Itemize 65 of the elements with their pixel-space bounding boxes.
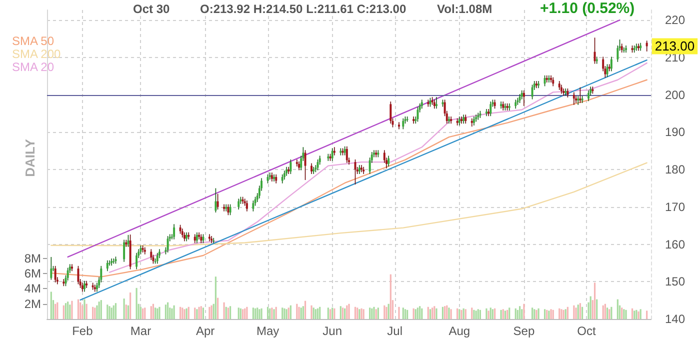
y2-tick-label: 4M (24, 282, 41, 296)
x-tick-label: Jul (387, 324, 402, 338)
candlestick (229, 204, 232, 216)
annotation: +1.10 (0.52%) (540, 0, 635, 17)
x-tick-label: May (256, 324, 280, 338)
text: SMA 200 (12, 47, 62, 61)
candlestick (390, 101, 392, 124)
annotation: Oct 30 (133, 2, 170, 16)
candlestick (212, 238, 215, 244)
candlestick (610, 56, 612, 72)
candlestick (594, 37, 596, 64)
candlestick (290, 159, 292, 174)
candlestick (196, 232, 198, 244)
candlestick (156, 252, 158, 264)
candlestick (531, 84, 534, 100)
y-tick-label: 160 (665, 237, 686, 252)
candlestick (572, 92, 575, 106)
y2-tick-label: 6M (24, 266, 41, 281)
y2-tick-label: 8M (24, 251, 41, 266)
candlestick (579, 86, 582, 104)
candlestick (346, 146, 348, 164)
candlestick (622, 46, 625, 53)
y-tick-label: 140 (665, 312, 686, 326)
x-tick-label: Oct (577, 324, 596, 338)
y2-tick-label: 2M (24, 296, 41, 311)
annotation: 213.00 (654, 38, 695, 54)
candlestick (166, 236, 169, 253)
candlestick (606, 64, 608, 78)
candlestick (214, 188, 217, 213)
y-tick-label: 200 (665, 88, 686, 102)
text: SMA 50 (12, 34, 54, 48)
y-tick-label: 180 (665, 162, 686, 177)
x-tick-label: Feb (72, 324, 94, 338)
x-tick-label: Jun (322, 324, 342, 338)
y-tick-label: 150 (665, 274, 686, 289)
candlestick (216, 193, 219, 210)
candlestick (331, 148, 334, 162)
annotation: O:213.92 H:214.50 L:211.61 C:213.00 (200, 2, 406, 16)
candlestick (238, 198, 240, 210)
x-tick-label: Aug (448, 324, 470, 338)
x-tick-label: Sep (513, 324, 535, 338)
y-tick-label: 190 (665, 125, 686, 140)
text: SMA 20 (12, 60, 54, 74)
x-tick-label: Mar (130, 324, 152, 338)
candlestick (470, 118, 473, 127)
candlestick (402, 118, 404, 130)
x-tick-label: Apr (196, 324, 215, 338)
annotation: Vol:1.08M (437, 2, 492, 16)
candlestick (304, 150, 306, 180)
candlestick (490, 101, 492, 117)
candlestick (544, 74, 546, 87)
candlestick (388, 155, 390, 167)
candlestick (588, 90, 590, 102)
y-tick-label: 170 (665, 200, 686, 214)
candlestick (310, 162, 312, 174)
y-tick-label: 220 (665, 13, 686, 28)
candlestick (150, 248, 152, 260)
candlestick (577, 96, 580, 106)
candlestick (227, 204, 230, 216)
candlestick (252, 200, 254, 212)
candlestick (246, 200, 248, 212)
candlestick (173, 224, 176, 240)
text: DAILY (22, 138, 38, 177)
candlestick (522, 90, 525, 106)
candlestick (416, 106, 419, 122)
